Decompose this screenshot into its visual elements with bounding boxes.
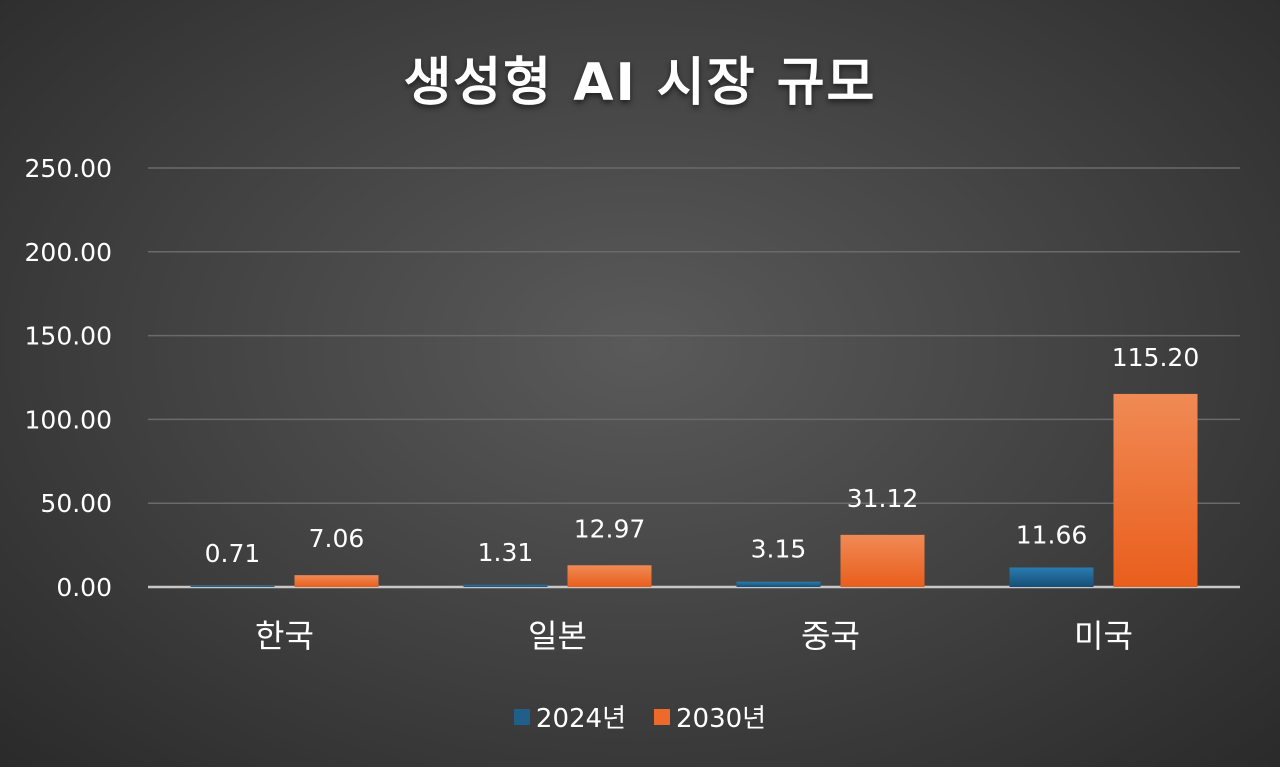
bar-2024 xyxy=(1009,567,1094,587)
legend-swatch-2030 xyxy=(654,708,670,725)
bar-2030 xyxy=(567,565,652,587)
bar-2030 xyxy=(294,575,379,587)
bar-2024 xyxy=(190,585,275,587)
bar-2030 xyxy=(840,534,925,587)
y-tick-label: 50.00 xyxy=(40,489,112,518)
x-category-label: 중국 xyxy=(801,617,860,655)
legend-label-2024: 2024년 xyxy=(535,704,626,734)
y-tick-label: 100.00 xyxy=(25,405,112,434)
bar-2024 xyxy=(463,584,548,587)
legend-swatch-2024 xyxy=(513,708,530,725)
legend-item-2030: 2030년 xyxy=(654,698,766,735)
data-label: 31.12 xyxy=(847,484,919,513)
bar-2030 xyxy=(1113,393,1198,587)
data-label: 1.31 xyxy=(478,538,534,567)
chart-title: 생성형 AI 시장 규모 xyxy=(403,53,877,113)
data-label: 7.06 xyxy=(309,524,365,553)
data-label: 3.15 xyxy=(751,535,807,564)
legend-label-2030: 2030년 xyxy=(676,704,767,734)
x-category-label: 한국 xyxy=(255,617,314,655)
y-tick-label: 150.00 xyxy=(25,322,112,351)
y-tick-label: 200.00 xyxy=(25,238,112,267)
y-tick-label: 0.00 xyxy=(56,573,112,602)
x-category-label: 일본 xyxy=(528,617,587,655)
bar-2024 xyxy=(736,581,821,587)
data-label: 0.71 xyxy=(205,539,261,568)
data-label: 115.20 xyxy=(1112,343,1199,372)
legend: 2024년 2030년 xyxy=(0,698,1280,735)
data-label: 11.66 xyxy=(1016,520,1088,549)
data-label: 12.97 xyxy=(574,514,646,543)
y-tick-label: 250.00 xyxy=(25,154,112,183)
legend-item-2024: 2024년 xyxy=(513,698,626,735)
x-category-label: 미국 xyxy=(1074,617,1133,655)
